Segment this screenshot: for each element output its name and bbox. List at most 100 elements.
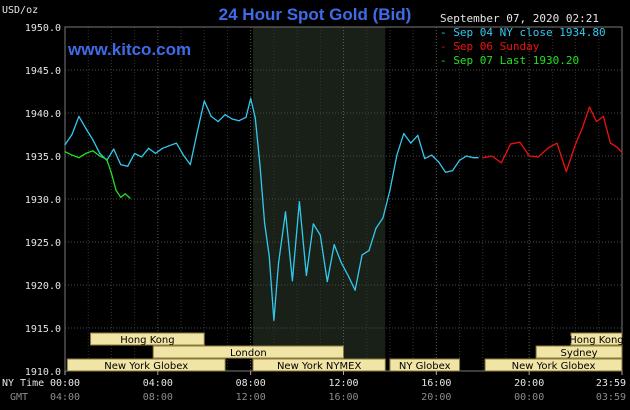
x-tick-label-ny: 20:00: [514, 378, 544, 389]
series-point: [417, 134, 419, 136]
market-label: New York NYMEX: [277, 361, 362, 372]
series-point: [375, 227, 377, 229]
market-session-london: London: [152, 345, 344, 359]
series-point: [403, 133, 405, 135]
x-tick-label-gmt: 12:00: [236, 392, 266, 403]
series-point: [268, 255, 270, 257]
market-bar: [90, 332, 205, 346]
y-tick-label: 1915.0: [25, 324, 61, 335]
series-point: [537, 156, 540, 158]
legend-entry-last: - Sep 07 Last 1930.20: [440, 54, 580, 67]
x-tick-label-gmt: 20:00: [421, 392, 451, 403]
series-point: [99, 152, 101, 155]
market-session-hong-kong: Hong Kong: [569, 332, 624, 346]
series-point: [595, 121, 598, 123]
series-point: [99, 155, 101, 157]
market-session-new-york-nymex: New York NYMEX: [252, 358, 386, 372]
timestamp: September 07, 2020 02:21: [440, 12, 599, 25]
series-point: [196, 131, 198, 133]
x-tick-label-gmt: 16:00: [328, 392, 358, 403]
series-point: [110, 172, 113, 174]
series-point: [134, 152, 136, 155]
series-point: [259, 164, 261, 167]
series-point: [581, 127, 584, 129]
series-point: [347, 274, 349, 277]
market-label: London: [230, 348, 267, 359]
series-point: [64, 151, 66, 153]
y-tick-label: 1920.0: [25, 281, 61, 292]
series-point: [333, 243, 335, 246]
series-point: [64, 144, 66, 146]
series-point: [106, 158, 108, 161]
series-point: [424, 157, 426, 160]
market-session-hong-kong: Hong Kong: [90, 332, 205, 346]
series-point: [482, 157, 484, 159]
legend-entry-ny-close: - Sep 04 NY close 1934.80: [440, 26, 606, 39]
market-bar: [535, 345, 623, 359]
series-point: [245, 116, 247, 118]
series-point: [621, 151, 623, 154]
series-point: [154, 152, 157, 155]
series-point: [574, 143, 577, 145]
x-tick-label-ny: 23:59: [596, 378, 626, 389]
series-point: [92, 150, 94, 152]
y-unit-label: USD/oz: [2, 5, 39, 16]
series-point: [115, 189, 117, 191]
series-point: [465, 155, 468, 157]
series-point: [588, 106, 591, 108]
series-point: [312, 223, 314, 225]
series-point: [254, 117, 256, 119]
market-bar: [570, 332, 623, 346]
series-point: [273, 319, 275, 321]
series-point: [182, 154, 184, 156]
series-point: [168, 145, 171, 147]
series-point: [382, 217, 384, 219]
series-point: [78, 115, 80, 118]
series-point: [410, 142, 412, 144]
series-point: [500, 162, 502, 164]
series-point: [175, 142, 177, 144]
site-url[interactable]: www.kitco.com: [68, 40, 192, 59]
series-point: [491, 155, 493, 157]
series-line-1: [482, 106, 623, 173]
market-label: Hong Kong: [120, 335, 174, 346]
series-point: [438, 161, 440, 163]
series-point: [547, 147, 549, 149]
series-point: [71, 154, 73, 156]
series-point: [528, 155, 530, 157]
series-point: [445, 171, 447, 173]
series-point: [127, 165, 129, 167]
series-point: [263, 222, 266, 224]
series-point: [85, 127, 87, 130]
series-point: [217, 121, 219, 123]
y-tick-label: 1950.0: [25, 23, 61, 34]
x-tick-label-ny: 08:00: [236, 378, 266, 389]
y-tick-label: 1935.0: [25, 152, 61, 163]
legend: - Sep 04 NY close 1934.80 - Sep 06 Sunda…: [440, 26, 606, 68]
series-point: [305, 274, 307, 277]
series-point: [609, 142, 611, 144]
x-axis-row-label: NY Time: [2, 378, 44, 389]
y-tick-label: 1930.0: [25, 195, 61, 206]
series-point: [458, 159, 461, 161]
x-tick-label-gmt: 08:00: [143, 392, 173, 403]
series-point: [477, 157, 479, 159]
series-point: [326, 280, 328, 283]
series-point: [92, 139, 94, 141]
series-point: [298, 200, 301, 203]
series-point: [396, 154, 398, 156]
market-session-new-york-globex: New York Globex: [66, 358, 226, 372]
series-point: [354, 289, 356, 291]
x-axis-row2-label: GMT: [10, 392, 28, 403]
y-tick-label: 1910.0: [25, 367, 61, 378]
series-point: [203, 100, 205, 102]
series-line-2: [64, 150, 131, 199]
series-point: [120, 164, 122, 166]
market-label: New York Globex: [512, 361, 596, 372]
series-point: [556, 142, 558, 144]
series-point: [565, 170, 567, 173]
y-tick-label: 1925.0: [25, 238, 61, 249]
series-point: [451, 170, 454, 172]
series-point: [210, 115, 212, 118]
series-point: [161, 147, 164, 149]
